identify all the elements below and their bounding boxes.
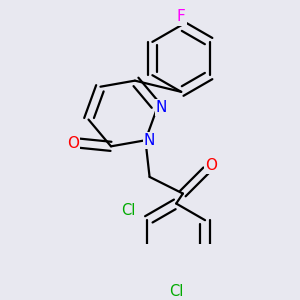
- Text: O: O: [205, 158, 217, 173]
- Text: F: F: [177, 9, 186, 24]
- Text: Cl: Cl: [169, 284, 183, 299]
- Text: Cl: Cl: [122, 203, 136, 218]
- Text: N: N: [156, 100, 167, 115]
- Text: O: O: [67, 136, 79, 151]
- Text: N: N: [144, 133, 155, 148]
